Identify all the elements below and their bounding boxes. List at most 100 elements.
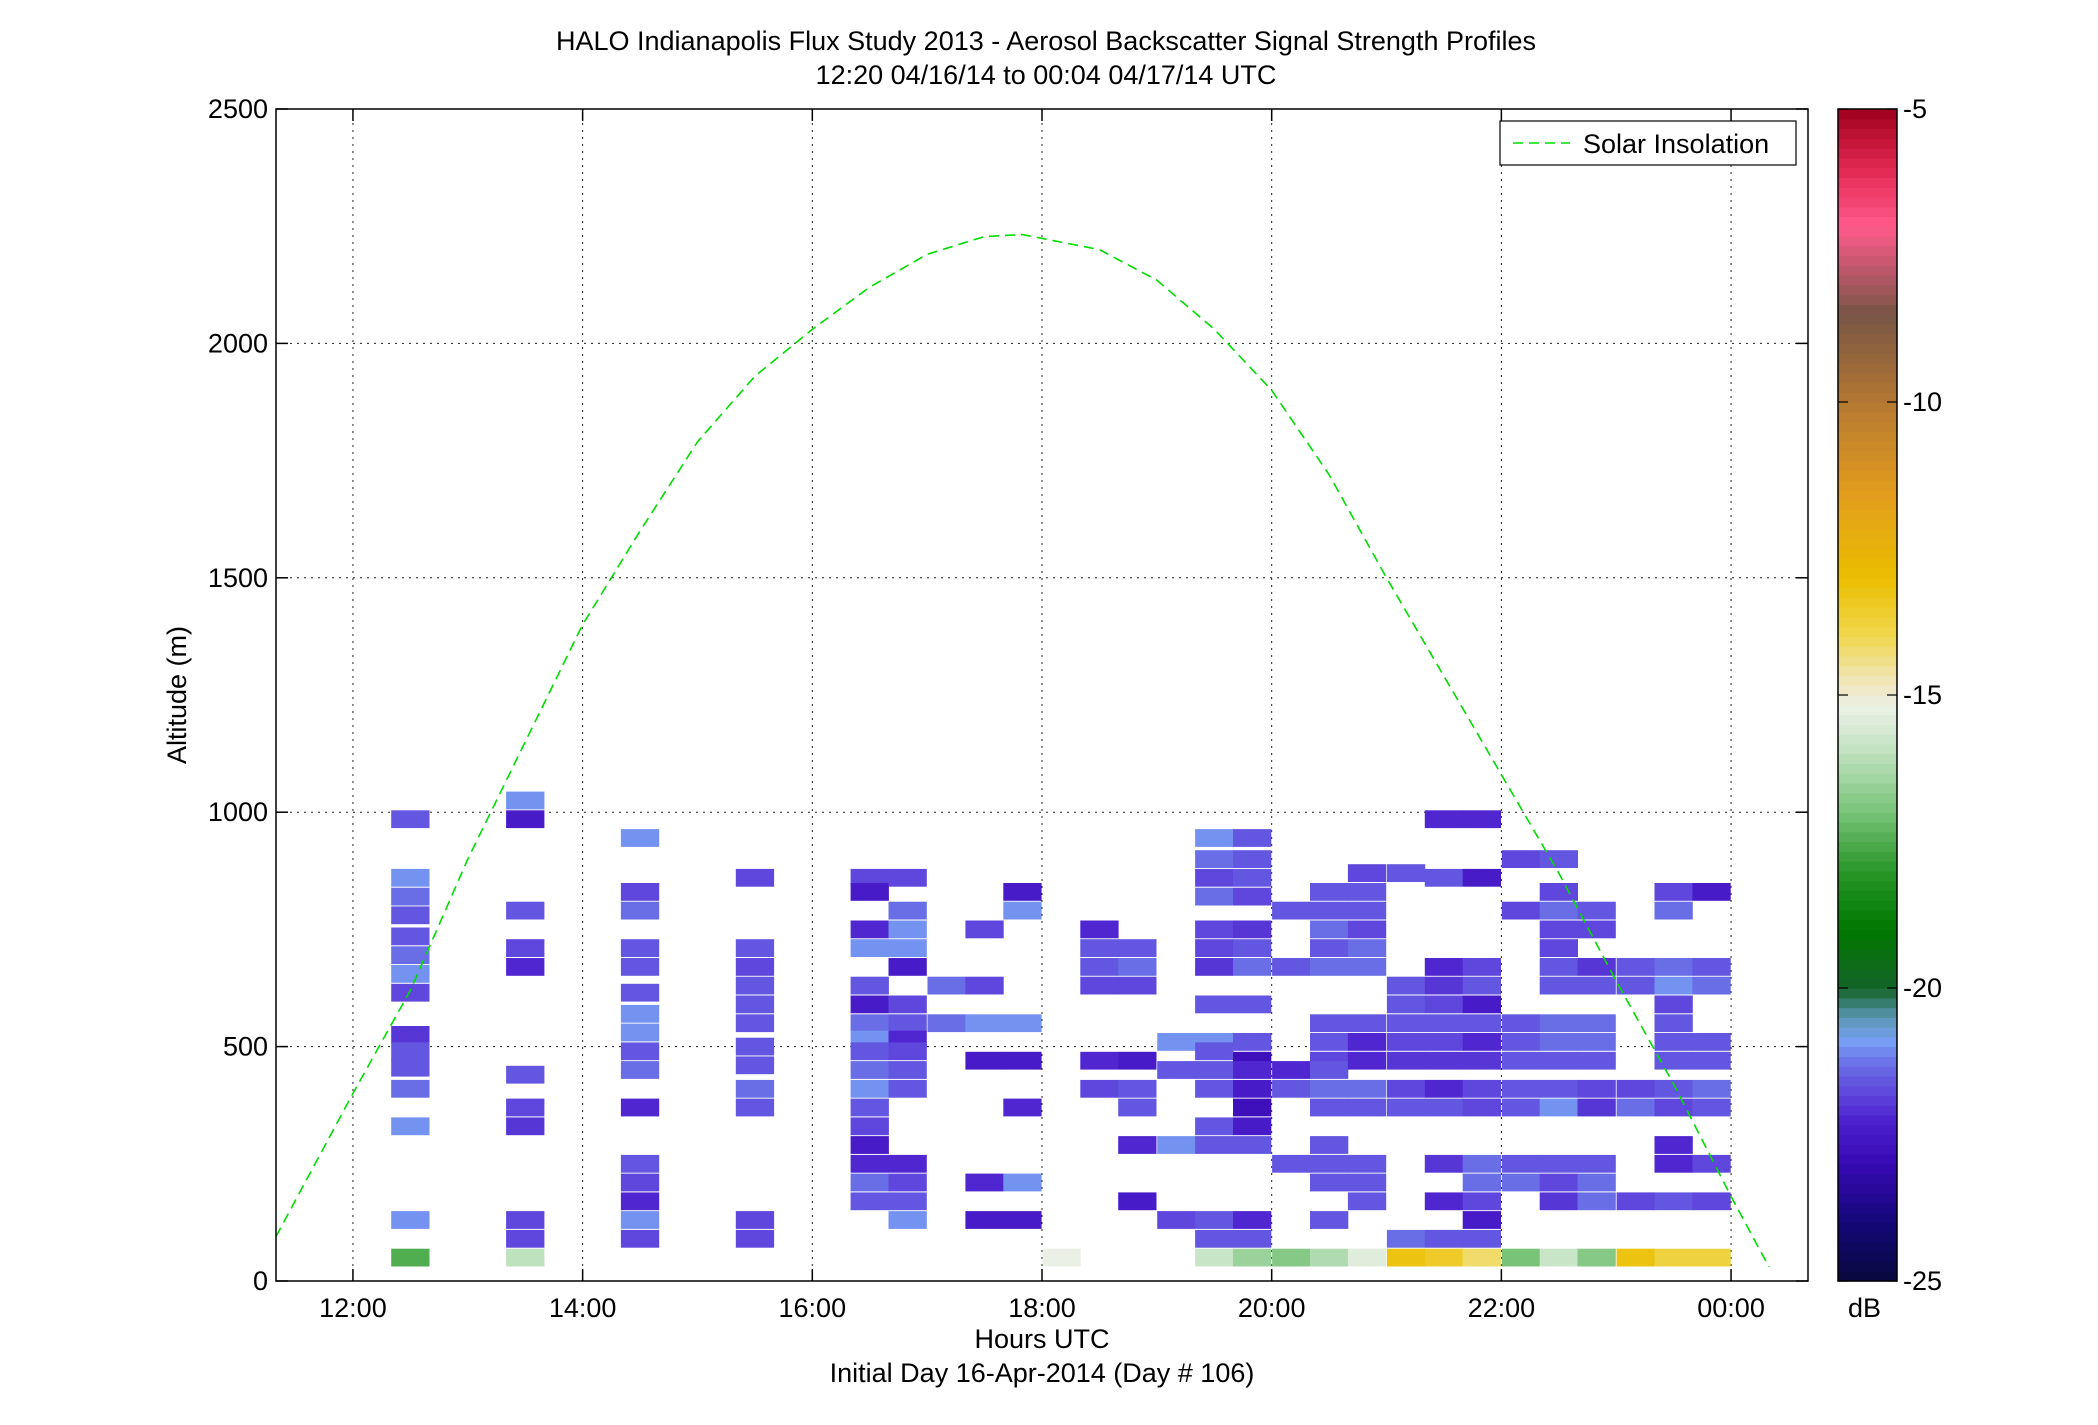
colorbar-swatch — [1838, 431, 1897, 442]
heatmap-cell — [391, 1042, 430, 1061]
colorbar-swatch — [1838, 509, 1897, 520]
heatmap-cell — [850, 939, 889, 957]
heatmap-cell — [620, 958, 660, 976]
heatmap-cell — [1692, 1051, 1731, 1070]
heatmap-cell — [391, 887, 430, 906]
colorbar-swatch — [1838, 538, 1897, 550]
colorbar-swatch — [1838, 1114, 1897, 1126]
colorbar: -5 -10 -15 -20 -25 — [1838, 94, 1942, 1296]
colorbar-swatch — [1838, 607, 1897, 618]
heatmap-cell — [1501, 1079, 1541, 1098]
heatmap-cell — [1501, 850, 1541, 868]
heatmap-cell — [1577, 958, 1616, 976]
heatmap-cell — [1003, 883, 1042, 901]
colorbar-swatch — [1838, 841, 1897, 852]
heatmap-cell — [1347, 939, 1387, 957]
heatmap-cell — [1003, 1211, 1042, 1229]
heatmap-cell — [888, 958, 927, 976]
heatmap-cell — [620, 1023, 660, 1042]
heatmap-cell — [1347, 1098, 1387, 1117]
colorbar-swatch — [1838, 753, 1897, 764]
colorbar-swatch — [1838, 1085, 1897, 1097]
heatmap-cell — [1310, 1033, 1349, 1051]
heatmap-cell — [1310, 1154, 1349, 1173]
colorbar-swatch — [1838, 568, 1897, 579]
colorbar-swatch — [1838, 333, 1897, 344]
heatmap-cell — [1654, 901, 1693, 920]
heatmap-cell — [1424, 1014, 1464, 1033]
heatmap-cell — [1118, 1051, 1157, 1070]
colorbar-swatch — [1838, 206, 1897, 218]
colorbar-swatch — [1838, 450, 1897, 462]
heatmap-cell — [391, 1117, 430, 1136]
heatmap-cell — [1195, 829, 1234, 847]
heatmap-cell — [1233, 995, 1272, 1014]
heatmap-cell — [1654, 1014, 1693, 1033]
heatmap-cell — [1386, 995, 1426, 1014]
colorbar-swatch — [1838, 646, 1897, 657]
colorbar-swatch — [1838, 861, 1897, 872]
heatmap-cell — [1616, 976, 1655, 995]
heatmap-cell — [1386, 1051, 1426, 1070]
colorbar-swatch — [1838, 460, 1897, 471]
heatmap-cell — [1080, 1051, 1119, 1070]
heatmap-cell — [1654, 883, 1693, 901]
heatmap-cell — [1310, 1211, 1349, 1229]
heatmap-cell — [506, 1117, 545, 1136]
heatmap-cell — [1616, 1248, 1655, 1267]
colorbar-swatch — [1838, 489, 1897, 501]
y-tick-label: 2000 — [208, 328, 268, 358]
colorbar-swatch — [1838, 1124, 1897, 1136]
heatmap-cell — [1042, 1248, 1081, 1267]
heatmap-cell — [391, 927, 430, 946]
heatmap-cell — [1347, 1192, 1387, 1211]
heatmap-cell — [1347, 920, 1387, 939]
heatmap-cell — [735, 958, 775, 976]
colorbar-swatch — [1838, 1193, 1897, 1204]
heatmap-cell — [850, 1014, 889, 1033]
heatmap-cell — [850, 1079, 889, 1098]
heatmap-cell — [888, 1014, 927, 1033]
colorbar-tick-label: -25 — [1903, 1266, 1942, 1296]
heatmap-cell — [1424, 1079, 1464, 1098]
colorbar-swatch — [1838, 1241, 1897, 1253]
heatmap-cell — [620, 1192, 660, 1211]
colorbar-swatch — [1838, 734, 1897, 745]
colorbar-swatch — [1838, 470, 1897, 481]
heatmap-cell — [1233, 958, 1272, 976]
heatmap-cell — [391, 946, 430, 965]
colorbar-swatch — [1838, 167, 1897, 178]
heatmap-cell — [735, 1037, 775, 1056]
heatmap-cell — [965, 976, 1004, 995]
heatmap-cell — [927, 976, 966, 995]
heatmap-cell — [1195, 1079, 1234, 1098]
heatmap-cell — [1080, 976, 1119, 995]
colorbar-swatch — [1838, 392, 1897, 403]
heatmap-cell — [735, 1079, 775, 1098]
colorbar-swatch — [1838, 890, 1897, 901]
heatmap-cell — [1233, 1098, 1272, 1117]
heatmap-cell — [1310, 1079, 1349, 1098]
colorbar-swatch — [1838, 402, 1897, 413]
heatmap-cell — [506, 1229, 545, 1248]
heatmap-cell — [1233, 1248, 1272, 1267]
heatmap-cell — [1577, 1051, 1616, 1070]
colorbar-swatch — [1838, 626, 1897, 637]
heatmap-cell — [1539, 939, 1578, 957]
heatmap-cell — [1310, 901, 1349, 920]
y-tick-label: 1000 — [208, 797, 268, 827]
heatmap-cell — [1424, 1098, 1464, 1117]
heatmap-cell — [888, 1079, 927, 1098]
heatmap-cell — [1233, 887, 1272, 906]
heatmap-cell — [1195, 1229, 1234, 1248]
heatmap-cell — [850, 1173, 889, 1192]
colorbar-swatch — [1838, 314, 1897, 325]
legend: Solar Insolation — [1499, 120, 1797, 166]
colorbar-swatch — [1838, 187, 1897, 198]
heatmap-cells — [391, 791, 1731, 1267]
heatmap-cell — [1195, 1061, 1234, 1079]
heatmap-cell — [1462, 1211, 1501, 1229]
heatmap-cell — [1233, 1136, 1272, 1154]
heatmap-cell — [1654, 1033, 1693, 1051]
solar-insolation-series — [275, 233, 1770, 1268]
